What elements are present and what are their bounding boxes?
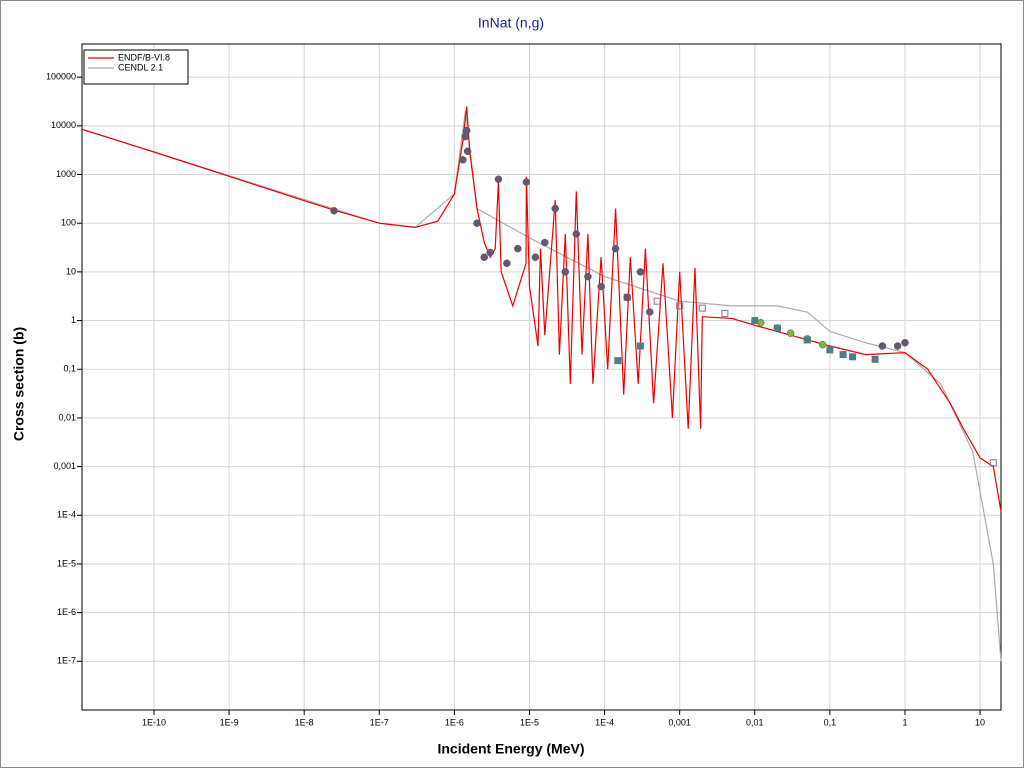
x-tick-label: 0,01 <box>746 717 764 727</box>
data-point <box>803 336 811 344</box>
y-tick-label: 1E-7 <box>57 656 76 666</box>
y-tick-label: 1E-4 <box>57 510 76 520</box>
legend-label: CENDL 2.1 <box>118 62 163 72</box>
data-point <box>473 219 481 227</box>
y-tick-label: 0,001 <box>53 461 76 471</box>
y-tick-label: 0,1 <box>63 364 76 374</box>
data-point <box>826 346 834 354</box>
data-point <box>636 268 645 276</box>
data-point <box>786 329 795 337</box>
data-point <box>461 132 470 141</box>
data-point <box>503 259 511 268</box>
data-point <box>463 147 472 156</box>
plot-border <box>81 43 1002 711</box>
data-point <box>614 357 622 365</box>
data-point <box>676 302 684 310</box>
x-tick-label: 1E-5 <box>520 717 539 727</box>
y-tick-label: 100 <box>61 218 76 228</box>
y-tick-label: 1000 <box>56 169 76 179</box>
data-point <box>839 351 847 359</box>
data-point <box>597 282 605 291</box>
series-line <box>81 106 1002 512</box>
data-point <box>818 340 827 349</box>
x-tick-label: 1E-4 <box>595 717 614 727</box>
data-point <box>561 268 570 276</box>
data-point <box>871 355 879 363</box>
x-tick-label: 1E-9 <box>220 717 239 727</box>
y-tick-label: 1E-5 <box>57 558 76 568</box>
legend-label: ENDF/B-VI.8 <box>118 52 170 62</box>
y-tick-label: 100000 <box>46 72 76 82</box>
data-point <box>572 230 581 238</box>
data-point <box>901 339 909 347</box>
data-point <box>514 244 522 253</box>
data-point <box>480 253 489 261</box>
data-point <box>531 253 540 261</box>
data-point <box>584 272 592 281</box>
x-tick-label: 1E-10 <box>142 717 166 727</box>
x-tick-label: 1E-8 <box>295 717 314 727</box>
x-tick-label: 0,1 <box>824 717 837 727</box>
data-point <box>989 459 997 467</box>
data-point <box>522 178 531 186</box>
data-point <box>494 175 503 183</box>
y-tick-label: 1E-6 <box>57 607 76 617</box>
data-point <box>878 342 887 350</box>
x-tick-label: 1E-6 <box>445 717 464 727</box>
y-tick-label: 10 <box>66 266 76 276</box>
y-axis-label: Cross section (b) <box>11 327 27 441</box>
chart-title: InNat (n,g) <box>478 15 544 31</box>
y-tick-label: 1 <box>71 315 76 325</box>
data-point <box>636 342 644 350</box>
x-tick-label: 0,001 <box>668 717 691 727</box>
x-tick-label: 1 <box>902 717 907 727</box>
data-point <box>653 297 661 305</box>
plot-area <box>82 44 1001 710</box>
y-tick-label: 10000 <box>51 120 76 130</box>
y-tick-label: 0,01 <box>58 412 76 422</box>
data-point <box>623 293 631 302</box>
x-tick-label: 10 <box>975 717 985 727</box>
data-point <box>646 308 654 316</box>
data-point <box>551 204 559 213</box>
data-point <box>893 342 902 350</box>
data-point <box>848 353 856 361</box>
data-point <box>462 126 471 135</box>
x-tick-label: 1E-7 <box>370 717 389 727</box>
data-point <box>486 248 494 257</box>
data-point <box>459 156 467 164</box>
data-point <box>611 244 620 253</box>
legend-box <box>83 49 189 85</box>
data-point <box>773 324 781 332</box>
data-point <box>698 304 706 312</box>
data-point <box>541 238 549 247</box>
data-point <box>330 207 338 215</box>
data-point <box>721 309 729 317</box>
x-axis-label: Incident Energy (MeV) <box>437 741 584 757</box>
data-point <box>751 317 759 325</box>
